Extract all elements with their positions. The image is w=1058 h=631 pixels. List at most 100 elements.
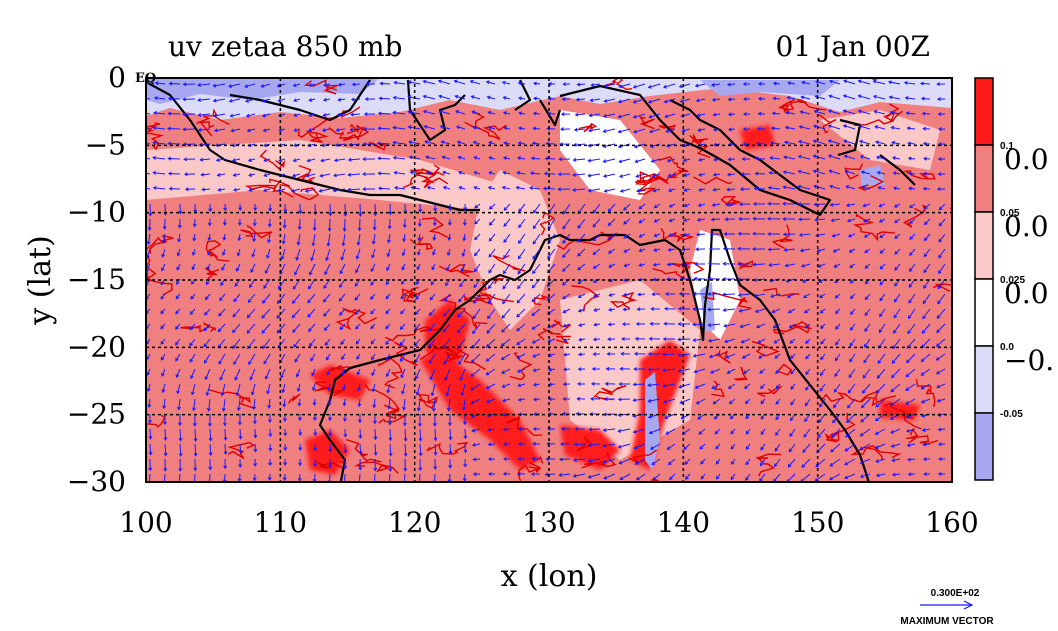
wind-vector <box>325 353 331 361</box>
wind-vector <box>922 141 931 146</box>
wind-vector <box>392 125 406 130</box>
wind-vector <box>250 263 256 273</box>
contour-line <box>335 307 378 331</box>
wind-vector <box>544 472 556 477</box>
wind-vector <box>487 427 496 432</box>
colorbar-swatch <box>974 345 994 414</box>
plot-frame <box>145 77 953 483</box>
contour-line <box>539 211 555 236</box>
wind-vector <box>632 398 646 403</box>
wind-vector <box>664 413 676 420</box>
wind-vector <box>712 172 721 177</box>
wind-vector <box>767 232 780 237</box>
wind-vector <box>724 217 736 222</box>
wind-vector <box>828 473 841 481</box>
y-tick-label: −5 <box>85 128 126 161</box>
wind-vector <box>517 441 525 446</box>
contour-lines <box>146 78 952 482</box>
wind-vector <box>667 173 676 178</box>
wind-vector <box>592 203 601 214</box>
wind-vector <box>619 366 631 371</box>
wind-vector <box>669 473 676 481</box>
wind-vector <box>835 323 841 330</box>
wind-vector <box>937 293 946 305</box>
wind-vector <box>454 94 466 100</box>
wind-vector <box>189 308 196 315</box>
wind-vector <box>298 428 303 436</box>
wind-vector <box>532 263 541 275</box>
contour-line <box>711 380 725 398</box>
wind-vector <box>767 247 781 252</box>
wind-vector <box>530 156 541 161</box>
wind-vector <box>812 139 826 145</box>
wind-vector <box>804 323 811 329</box>
wind-vector <box>849 323 856 331</box>
wind-vector <box>578 323 586 327</box>
wind-vector <box>182 82 196 87</box>
wind-vector <box>562 382 571 387</box>
wind-vector <box>728 398 736 405</box>
wind-vector <box>922 171 931 176</box>
wind-vector <box>903 80 916 85</box>
contour-line <box>196 108 230 126</box>
wind-vector <box>709 232 721 237</box>
wind-vector <box>429 368 436 381</box>
wind-vector <box>547 248 556 260</box>
wind-vector <box>574 112 586 117</box>
wind-vector <box>707 307 721 312</box>
wind-vector <box>312 398 317 407</box>
wind-vector <box>282 218 287 229</box>
wind-vector <box>877 186 886 190</box>
wind-vector <box>745 443 751 450</box>
wind-vector <box>400 353 406 363</box>
wind-vector <box>789 428 796 437</box>
contour-line <box>146 253 173 296</box>
contour-line <box>693 176 733 185</box>
wind-vector <box>589 98 601 103</box>
wind-vector <box>238 458 243 468</box>
wind-vector <box>592 263 601 269</box>
wind-vector <box>460 263 466 273</box>
wind-vector <box>358 443 363 455</box>
wind-vector <box>739 323 751 329</box>
wind-vector <box>197 98 211 102</box>
wind-vector <box>377 141 391 146</box>
contour-line <box>820 391 854 403</box>
wind-vector <box>146 233 151 246</box>
contour-line <box>533 294 550 306</box>
wind-vector <box>547 81 556 86</box>
wind-vector <box>922 442 931 447</box>
wind-vector <box>354 308 361 315</box>
wind-vector <box>560 127 571 132</box>
wind-vector <box>532 441 541 446</box>
wind-vector <box>604 381 616 386</box>
wind-vector <box>547 218 556 230</box>
wind-vector <box>572 473 586 478</box>
wind-vector <box>373 473 376 482</box>
contour-line <box>635 171 678 186</box>
wind-vector <box>700 458 706 465</box>
wind-vector <box>221 263 226 271</box>
wind-vector <box>892 338 901 350</box>
wind-vector <box>183 172 196 177</box>
wind-vector <box>833 383 841 393</box>
wind-vector <box>246 308 256 319</box>
wind-vector <box>532 233 541 245</box>
wind-vector <box>752 262 766 267</box>
wind-vector <box>607 337 616 342</box>
wind-vector <box>557 187 571 192</box>
wind-vector <box>623 248 631 253</box>
wind-vector <box>695 98 706 103</box>
wind-vector <box>448 203 453 212</box>
wind-vector <box>533 203 541 214</box>
wind-vector <box>617 428 631 433</box>
wind-vector <box>277 188 286 193</box>
wind-vector <box>447 473 452 482</box>
wind-vector <box>730 458 736 465</box>
wind-vector <box>283 428 288 437</box>
wind-vector <box>921 111 931 116</box>
wind-vector <box>864 248 871 253</box>
wind-vector <box>148 443 153 456</box>
y-tick-label: 0 <box>108 61 126 94</box>
wind-vector <box>577 293 586 298</box>
